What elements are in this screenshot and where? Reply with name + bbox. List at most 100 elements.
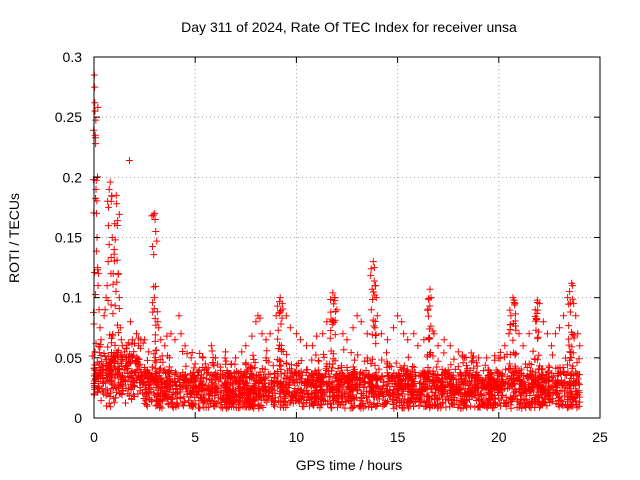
data-point [421,371,429,379]
data-point [300,403,308,411]
data-point [484,385,492,393]
data-point [371,291,379,299]
data-point [429,377,437,385]
x-tick-label: 5 [191,429,199,445]
data-point [566,288,574,296]
data-point [327,315,335,323]
data-point [525,360,533,368]
data-point [370,277,378,285]
data-point [556,324,564,332]
data-point [111,341,119,349]
data-point [160,392,168,400]
data-point [433,363,441,371]
data-point [569,331,577,339]
data-point [328,404,336,412]
data-point [95,382,103,390]
data-point [93,358,101,366]
data-point [301,378,309,386]
data-point [332,371,340,379]
data-point [153,381,161,389]
data-point [543,402,551,410]
y-tick-label: 0.15 [55,230,82,246]
data-point [276,308,284,316]
data-point [565,388,573,396]
data-point [566,377,574,385]
data-point [247,369,255,377]
data-point [533,334,541,342]
data-point [110,250,118,258]
data-point [230,373,238,381]
data-point [177,330,185,338]
data-point [287,392,295,400]
data-point [340,390,348,398]
data-point [507,404,515,412]
data-point [370,264,378,272]
data-point [458,378,466,386]
data-point [105,364,113,372]
data-point [455,401,463,409]
data-point [424,392,432,400]
data-point [172,370,180,378]
data-point [368,403,376,411]
data-point [213,388,221,396]
data-point [201,360,209,368]
data-point [232,393,240,400]
data-point [563,404,571,412]
data-point [182,376,190,384]
data-point [468,354,476,362]
y-tick-label: 0.3 [63,49,83,65]
data-point [92,116,100,124]
data-point [326,334,334,342]
data-point [532,394,540,402]
data-point [294,359,302,367]
data-point [283,388,291,396]
data-point [255,402,263,410]
data-point [115,304,123,312]
data-point [124,339,132,347]
data-point [165,354,173,362]
data-point [166,375,174,383]
data-point [130,339,138,347]
data-point [457,369,465,377]
data-point [252,318,260,326]
data-point [152,321,160,329]
data-point [549,395,557,403]
data-point [555,403,563,411]
data-point [161,342,169,350]
chart-title: Day 311 of 2024, Rate Of TEC Index for r… [181,19,517,35]
data-point [374,399,382,407]
data-point [424,363,432,371]
data-point [171,336,179,344]
data-point [316,370,324,378]
data-point [368,355,376,363]
data-point [440,336,448,344]
data-point [368,331,376,339]
data-point [465,382,473,390]
data-point [535,398,543,406]
data-point [181,372,189,380]
data-point [318,373,326,381]
data-point [367,376,375,384]
data-point [149,299,157,307]
data-point [157,377,165,385]
data-point [323,318,331,326]
data-point [546,399,554,407]
data-point [471,380,479,388]
data-point [152,354,160,362]
data-point [281,393,289,401]
data-point [208,347,216,355]
data-point [533,309,541,317]
data-point [347,385,355,393]
data-point [532,326,540,334]
data-point [297,357,305,365]
data-point [464,387,472,395]
data-point [404,353,412,361]
y-axis-label: ROTI / TECUs [6,193,22,283]
data-point [102,360,110,368]
data-point [372,282,380,290]
data-point [425,334,433,342]
data-point [110,394,118,402]
data-point [190,364,198,372]
data-point [305,381,313,389]
